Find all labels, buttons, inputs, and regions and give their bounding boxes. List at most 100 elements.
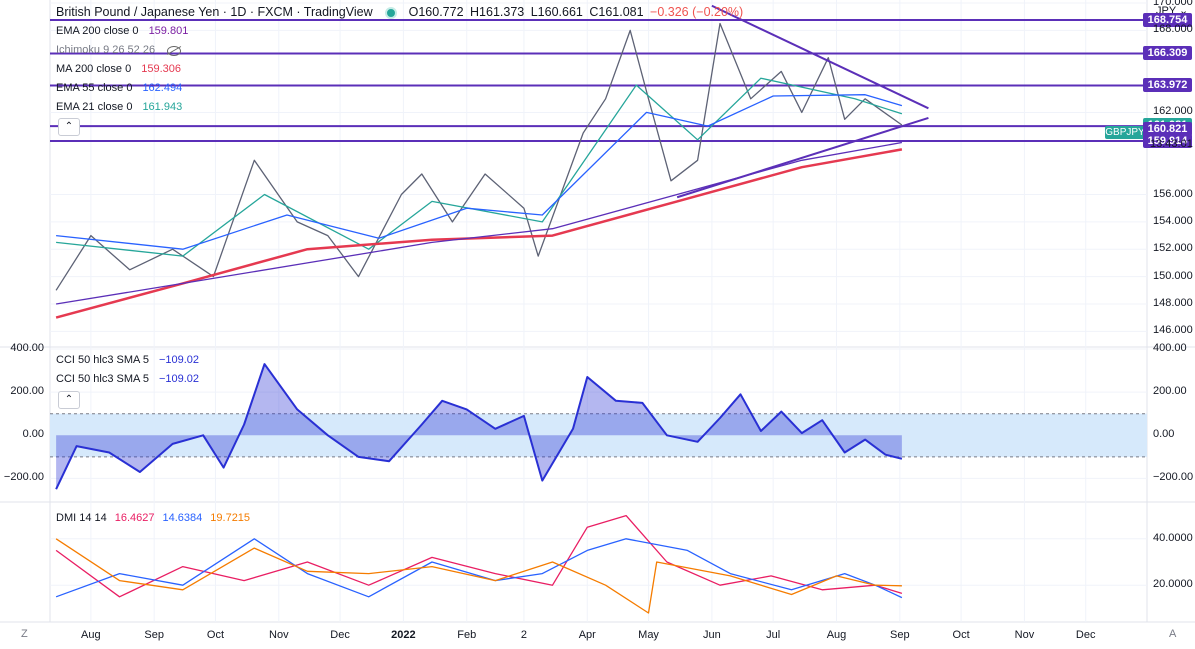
open-value: O160.772 xyxy=(408,5,464,19)
cci-legend-label: CCI 50 hlc3 SMA 5 xyxy=(56,354,149,366)
price-badge: 168.754 xyxy=(1143,13,1192,28)
x-tick-label: Nov xyxy=(269,629,289,641)
cci-legend-label: CCI 50 hlc3 SMA 5 xyxy=(56,373,149,385)
dmi-legend-row[interactable]: DMI 14 14 16.4627 14.6384 19.7215 xyxy=(56,509,250,528)
cci-legend-value: −109.02 xyxy=(158,354,200,366)
y-tick-label: 400.00 xyxy=(10,342,44,354)
low-value: L160.661 xyxy=(530,5,583,19)
x-tick-label: Aug xyxy=(826,629,847,641)
x-tick-label: Oct xyxy=(952,629,970,641)
dmi-minus-value: 14.6384 xyxy=(162,512,203,524)
price-legend-item[interactable]: EMA 21 close 0 161.943 xyxy=(56,98,746,117)
change-value: −0.326 (−0.20%) xyxy=(650,5,744,19)
series-line--di xyxy=(55,538,903,599)
cci-legend: CCI 50 hlc3 SMA 5 −109.02 CCI 50 hlc3 SMA … xyxy=(56,351,199,389)
y-tick-label: 170.000 xyxy=(1153,0,1193,8)
y-tick-label: 20.0000 xyxy=(1153,578,1193,591)
countdown-label: 13:43:01 xyxy=(1150,138,1193,150)
y-tick-label: 156.000 xyxy=(1153,187,1193,200)
y-tick-label: 162.000 xyxy=(1153,105,1193,118)
x-tick-label: Oct xyxy=(206,629,225,641)
series-line--di xyxy=(55,514,903,598)
grid xyxy=(0,0,1195,623)
price-legend-value: 159.801 xyxy=(148,25,189,37)
y-tick-label: 150.000 xyxy=(1153,269,1193,282)
price-legend: British Pound / Japanese Yen · 1D · FXCM… xyxy=(56,3,746,117)
y-tick-label: 0.00 xyxy=(22,428,44,441)
series-line-ema-21 xyxy=(56,77,903,257)
cci-legend-value: −109.02 xyxy=(158,373,200,385)
price-legend-item[interactable]: Ichimoku 9 26 52 26 xyxy=(56,41,746,60)
y-tick-label: 154.000 xyxy=(1153,214,1193,227)
price-badge: 163.972 xyxy=(1143,78,1192,93)
symbol-header-row[interactable]: British Pound / Japanese Yen · 1D · FXCM… xyxy=(56,3,746,22)
high-value: H161.373 xyxy=(470,5,525,19)
price-legend-item[interactable]: EMA 55 close 0 162.494 xyxy=(56,79,746,98)
cci-legend-collapse-button[interactable]: ⌃ xyxy=(58,391,80,409)
price-legend-item[interactable]: MA 200 close 0 159.306 xyxy=(56,60,746,79)
cci-indicator-list: CCI 50 hlc3 SMA 5 −109.02 CCI 50 hlc3 SMA … xyxy=(56,351,199,389)
price-badge: 159.914 xyxy=(1143,133,1192,148)
y-tick-label: 152.000 xyxy=(1153,242,1193,255)
indicator-list: EMA 200 close 0 159.801 Ichimoku 9 26 52 2… xyxy=(56,22,746,117)
y-tick-label: −200.00 xyxy=(3,471,44,484)
x-tick-label: 2022 xyxy=(391,629,416,641)
x-tick-label: Jul xyxy=(766,629,781,641)
trendline xyxy=(711,4,929,110)
dmi-label: DMI 14 14 xyxy=(56,512,107,524)
price-legend-label: EMA 55 close 0 xyxy=(56,82,133,94)
y-tick-label: 40.0000 xyxy=(1153,531,1193,544)
symbol-title[interactable]: British Pound / Japanese Yen · 1D · FXCM… xyxy=(56,5,373,19)
price-legend-label: EMA 200 close 0 xyxy=(56,25,139,37)
y-tick-label: −200.00 xyxy=(1153,471,1194,484)
dmi-plus-value: 16.4627 xyxy=(114,512,155,524)
series-line-ma-200 xyxy=(55,148,903,319)
x-tick-label: Apr xyxy=(578,629,596,641)
y-tick-label: 146.000 xyxy=(1153,324,1193,337)
plot-area xyxy=(50,4,1147,614)
price-badge: 160.821 xyxy=(1143,121,1192,136)
close-value: C161.081 xyxy=(589,5,644,19)
x-tick-label: Nov xyxy=(1014,629,1035,641)
y-tick-label: 168.000 xyxy=(1153,23,1193,36)
y-tick-label: 0.00 xyxy=(1153,428,1175,441)
price-legend-label: MA 200 close 0 xyxy=(56,63,132,75)
price-legend-collapse-button[interactable]: ⌃ xyxy=(58,118,80,136)
auto-scale-button[interactable]: A xyxy=(1169,628,1177,640)
x-tick-label: Dec xyxy=(1075,629,1096,641)
x-tick-label: Sep xyxy=(890,629,910,641)
x-tick-label: Jun xyxy=(703,629,721,641)
price-legend-value: 159.306 xyxy=(141,63,181,75)
series-line-gbpjpy xyxy=(55,22,903,291)
zoom-reset-button[interactable]: Z xyxy=(21,628,28,640)
series-line-adx xyxy=(55,538,902,614)
price-legend-value: 162.494 xyxy=(142,82,183,94)
symbol-price-tag: GBPJPY xyxy=(1105,126,1145,139)
x-tick-label: May xyxy=(638,629,659,641)
series-line-cci-50-hlc3-sma-5 xyxy=(55,363,903,490)
x-tick-label: Aug xyxy=(81,629,101,641)
x-tick-label: Sep xyxy=(144,629,164,641)
ohlc-values: O160.772 H161.373 L160.661 C161.081 −0.3… xyxy=(409,3,747,22)
y-tick-label: 200.00 xyxy=(10,385,44,398)
cci-legend-item[interactable]: CCI 50 hlc3 SMA 5 −109.02 xyxy=(56,370,199,389)
trendline xyxy=(676,116,929,199)
dmi-legend: DMI 14 14 16.4627 14.6384 19.7215 xyxy=(56,509,250,528)
cci-area xyxy=(56,364,902,490)
price-legend-item[interactable]: EMA 200 close 0 159.801 xyxy=(56,22,746,41)
price-legend-label: EMA 21 close 0 xyxy=(56,101,133,113)
market-open-icon xyxy=(384,6,397,19)
series-line-ema-200 xyxy=(55,141,903,305)
x-tick-label: Feb xyxy=(457,629,477,641)
dmi-adx-value: 19.7215 xyxy=(210,512,251,524)
hidden-eye-icon[interactable] xyxy=(167,45,182,56)
x-tick-label: 2 xyxy=(520,629,527,641)
price-legend-value: 161.943 xyxy=(142,101,183,113)
y-tick-label: 148.000 xyxy=(1153,296,1193,309)
y-tick-label: 400.00 xyxy=(1153,342,1187,354)
x-tick-label: Dec xyxy=(330,629,350,641)
series-line-ema-55 xyxy=(56,94,903,250)
cci-legend-item[interactable]: CCI 50 hlc3 SMA 5 −109.02 xyxy=(56,351,199,370)
y-tick-label: 200.00 xyxy=(1153,385,1187,398)
